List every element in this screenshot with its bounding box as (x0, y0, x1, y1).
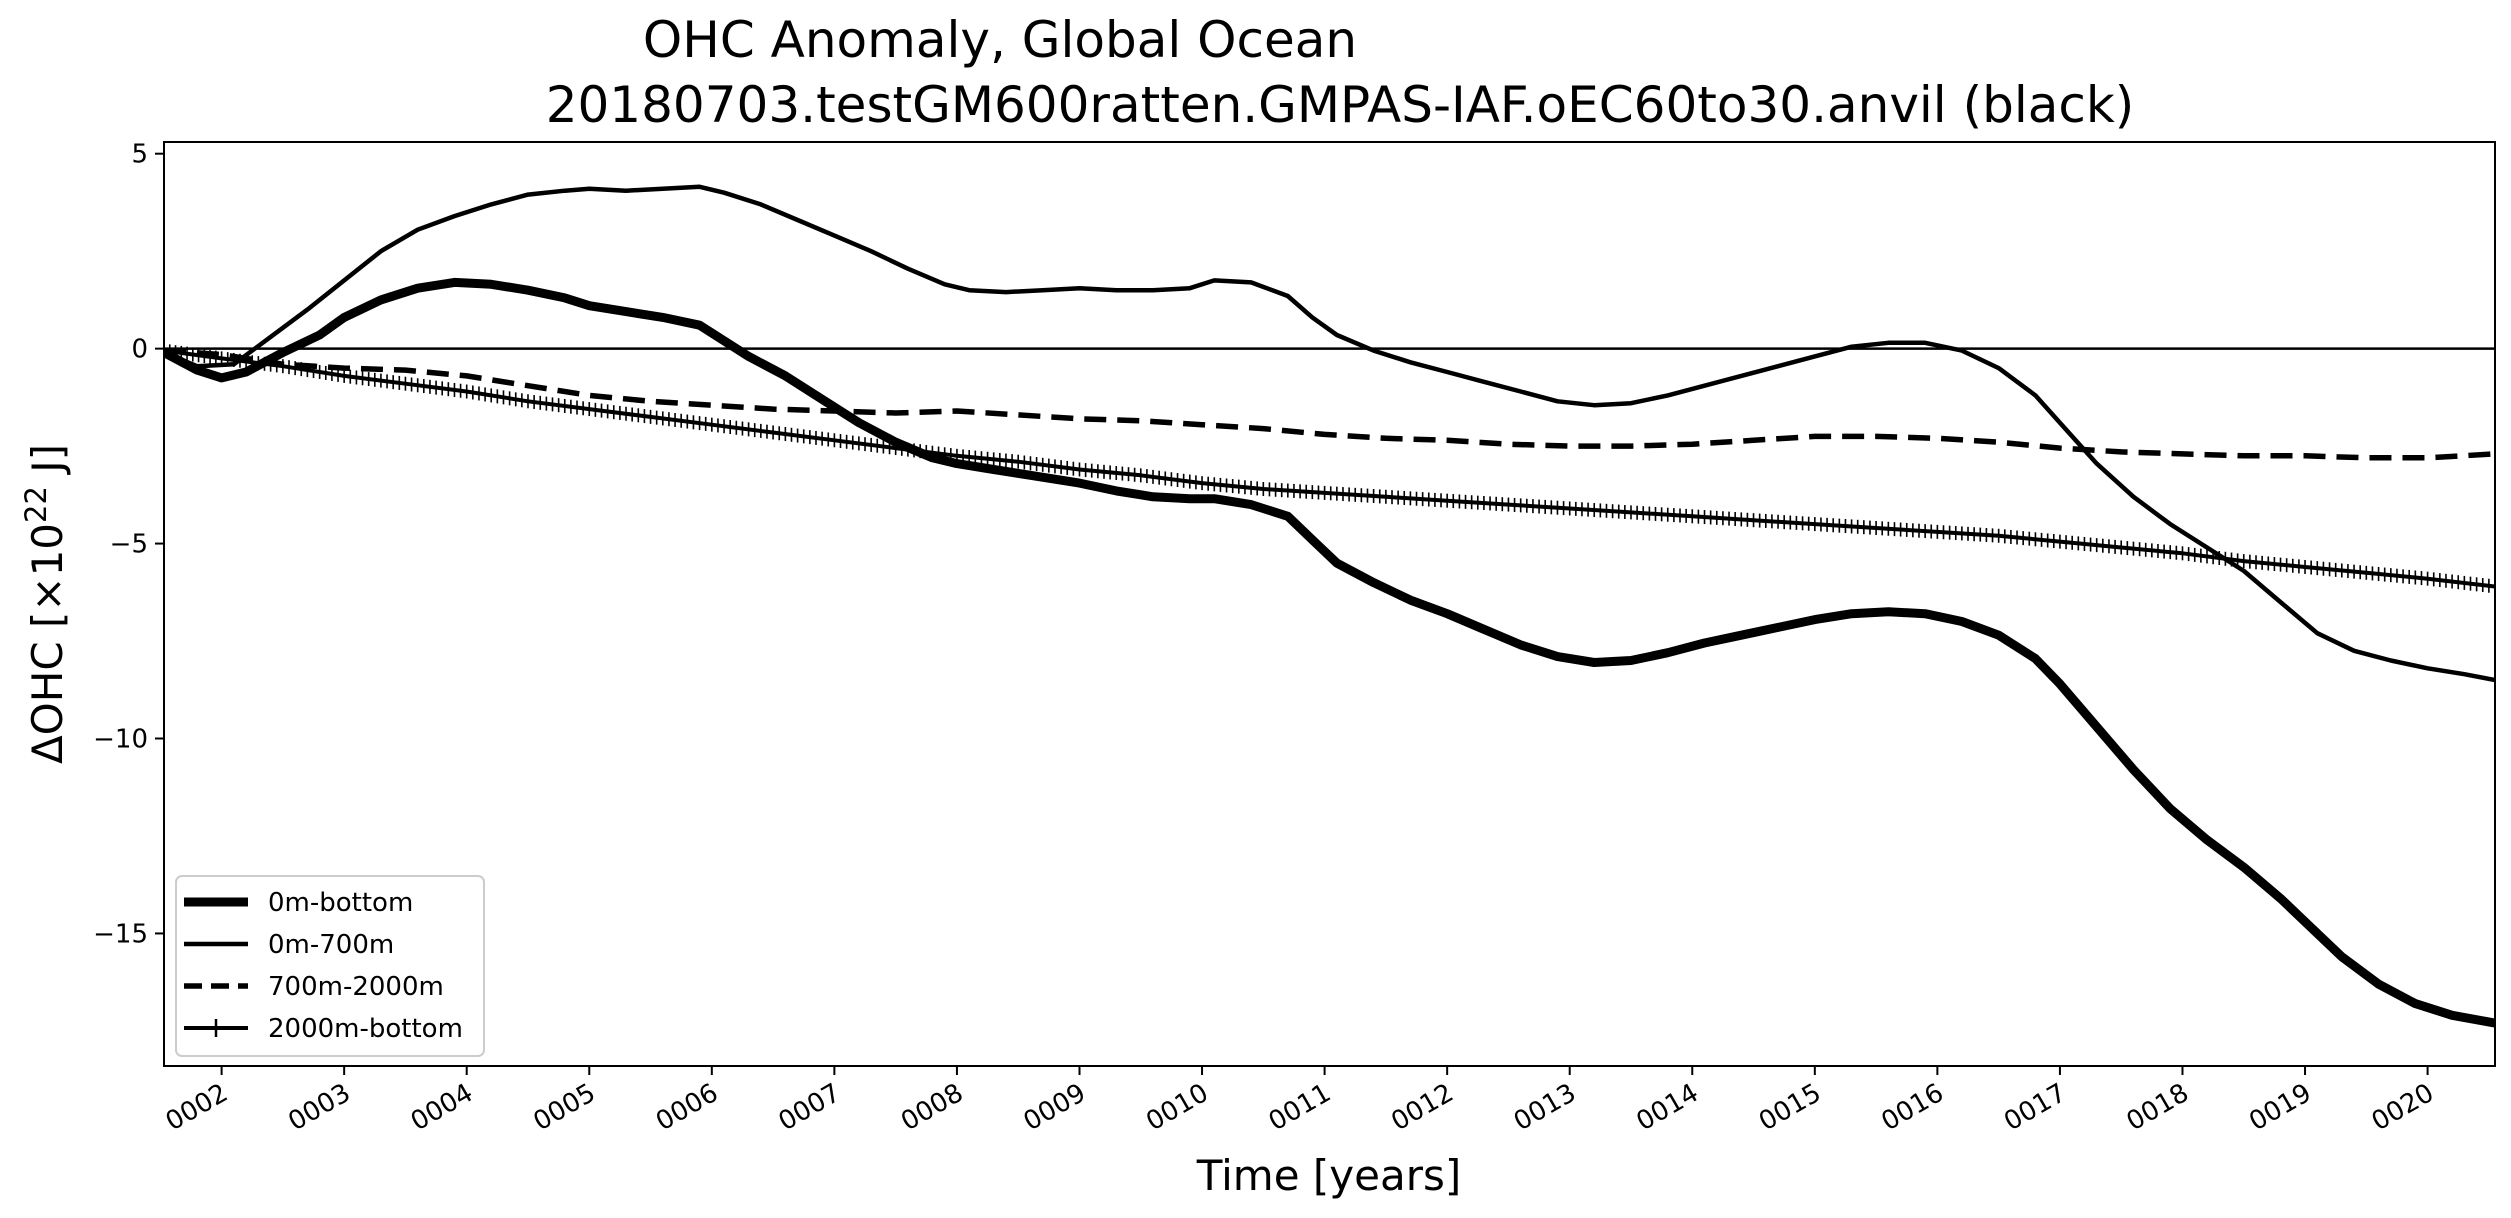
y-tick-label: 5 (131, 140, 148, 170)
legend-label-2000m-bottom: 2000m-bottom (268, 1014, 463, 1044)
legend-box (175, 875, 485, 1057)
y-axis-label: ΔOHC [×1022 J] (19, 444, 72, 764)
y-axis-label-exponent: 22 (19, 486, 53, 523)
series-line-700m-2000m (164, 347, 2495, 461)
series-line-0m-bottom (164, 277, 2495, 1028)
y-tick-label: −5 (110, 530, 148, 560)
plot-area (164, 184, 2495, 1028)
legend-label-0m-700m: 0m-700m (268, 930, 394, 960)
series-markers-2000m-bottom (164, 343, 2490, 593)
chart-subtitle: 20180703.testGM600ratten.GMPAS-IAF.oEC60… (546, 76, 2135, 134)
chart-title: OHC Anomaly, Global Ocean (643, 11, 1357, 69)
series-line-0m-700m (164, 184, 2495, 683)
legend-label-0m-bottom: 0m-bottom (268, 888, 413, 918)
y-axis-label-prefix: ΔOHC [×10 (23, 523, 72, 764)
y-tick-label: −10 (93, 725, 148, 755)
legend-label-700m-2000m: 700m-2000m (268, 972, 444, 1002)
x-axis-label: Time [years] (1196, 1151, 1462, 1200)
y-tick-label: −15 (93, 919, 148, 949)
legend: 0m-bottom 0m-700m 700m-2000m 2000m-bottom (175, 875, 485, 1057)
y-axis-label-suffix: J] (23, 444, 72, 486)
plot-frame (163, 141, 2496, 1067)
y-tick-label: 0 (131, 335, 148, 365)
